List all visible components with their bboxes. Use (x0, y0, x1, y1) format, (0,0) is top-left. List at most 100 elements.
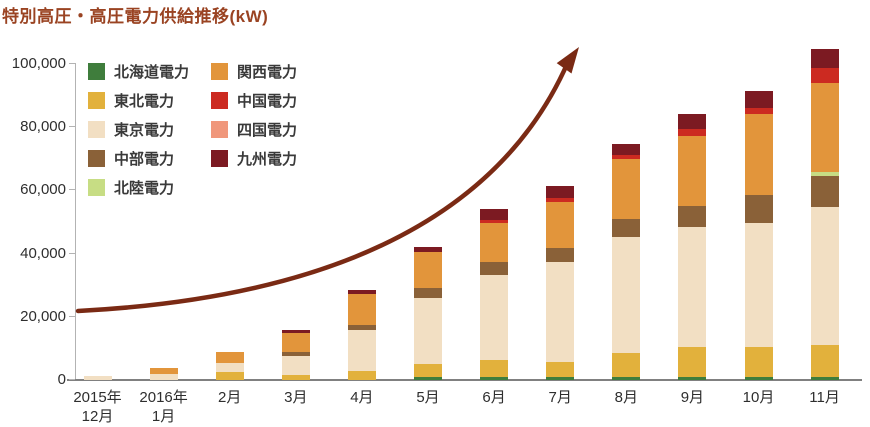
legend-label: 九州電力 (237, 150, 298, 168)
bar-segment-中部電力 (281, 351, 310, 356)
legend-swatch-icon (88, 120, 105, 138)
legend-item-東京電力: 東京電力 (88, 120, 189, 139)
bar-segment-関西電力 (149, 367, 178, 374)
y-tick (69, 252, 75, 254)
bar-segment-九州電力 (612, 143, 641, 155)
bar-segment-中部電力 (612, 219, 641, 237)
x-tick-label: 7月 (548, 389, 572, 406)
bar-segment-九州電力 (678, 113, 707, 130)
stacked-bar (215, 351, 244, 380)
bar-segment-東京電力 (612, 236, 641, 353)
bar-segment-中国電力 (612, 154, 641, 160)
y-axis-line (75, 63, 76, 380)
bar-segment-中国電力 (744, 107, 773, 114)
stacked-bar (281, 330, 310, 380)
bar-segment-中部電力 (347, 325, 376, 331)
stacked-bar (678, 113, 707, 380)
bar-segment-関西電力 (480, 223, 509, 263)
bar-segment-中部電力 (810, 176, 839, 207)
bar-segment-関西電力 (810, 82, 839, 172)
legend-column: 関西電力 中国電力 四国電力 九州電力 (211, 62, 297, 196)
y-tick-label: 40,000 (20, 244, 66, 262)
y-tick-label: 60,000 (20, 181, 66, 199)
legend-label: 北陸電力 (114, 179, 175, 197)
bar-segment-関西電力 (347, 294, 376, 326)
bar-segment-中部電力 (480, 262, 509, 276)
bar-segment-中部電力 (744, 194, 773, 224)
bar-segment-北海道電力 (546, 377, 575, 380)
stacked-bar (347, 290, 376, 380)
x-tick-label: 2016年 1月 (139, 389, 188, 425)
x-tick-label: 9月 (680, 389, 705, 406)
y-tick-label: 100,000 (11, 55, 66, 72)
bar-segment-中部電力 (678, 205, 707, 227)
bar-segment-東京電力 (480, 275, 509, 361)
bar-segment-東京電力 (215, 362, 244, 373)
bar-segment-中国電力 (678, 129, 707, 137)
x-tick-label: 10月 (742, 389, 775, 406)
stacked-bar (83, 375, 112, 380)
bar-segment-関西電力 (678, 136, 707, 206)
bar-segment-東北電力 (546, 362, 575, 378)
bar-segment-東北電力 (414, 364, 442, 378)
legend-swatch-icon (211, 91, 229, 109)
bar-segment-東北電力 (281, 374, 310, 380)
legend-label: 中部電力 (114, 150, 175, 168)
legend-swatch-icon (88, 62, 105, 80)
legend-label: 北海道電力 (114, 63, 190, 81)
bar-segment-北海道電力 (678, 377, 707, 380)
y-tick (69, 63, 75, 64)
bar-segment-九州電力 (281, 330, 310, 333)
legend-swatch-icon (88, 91, 105, 109)
bar-segment-東北電力 (810, 344, 839, 378)
y-tick (69, 379, 75, 380)
legend-label: 四国電力 (237, 121, 298, 139)
stacked-bar (546, 185, 575, 380)
x-tick-label: 11月 (809, 389, 840, 406)
bar-segment-東京電力 (678, 226, 707, 348)
stacked-bar (810, 49, 839, 380)
bar-segment-東北電力 (215, 372, 244, 380)
bar-segment-関西電力 (281, 332, 310, 352)
bar-segment-九州電力 (810, 49, 839, 69)
y-tick (69, 189, 75, 191)
legend-item-九州電力: 九州電力 (211, 149, 298, 168)
legend-swatch-icon (88, 149, 105, 167)
bar-segment-東京電力 (810, 206, 839, 345)
bar-segment-東北電力 (744, 346, 773, 378)
y-tick (69, 126, 75, 128)
y-tick-label: 80,000 (20, 118, 66, 136)
bar-segment-東京電力 (744, 223, 773, 347)
legend-item-東北電力: 東北電力 (88, 91, 189, 110)
legend-label: 東京電力 (114, 121, 175, 139)
x-tick-label: 2015年 12月 (73, 389, 122, 425)
growth-arrow-head (556, 47, 579, 74)
bar-segment-東京電力 (149, 373, 178, 380)
bar-segment-東北電力 (347, 370, 376, 380)
legend-item-中国電力: 中国電力 (211, 91, 297, 110)
bar-segment-北海道電力 (810, 377, 839, 380)
y-tick-label: 20,000 (20, 307, 66, 325)
bar-segment-関西電力 (414, 251, 442, 289)
stacked-bar (480, 209, 509, 380)
legend-item-四国電力: 四国電力 (211, 120, 298, 139)
bar-segment-東京電力 (414, 298, 442, 365)
legend: 北海道電力 東北電力 東京電力 中部電力 北陸電力 関西電力 中国電力 四国電力 九州電力 (88, 62, 297, 197)
chart-title: 特別高圧・高圧電力供給推移(kW) (2, 7, 269, 26)
bar-segment-東京電力 (83, 375, 112, 380)
legend-swatch-icon (211, 62, 229, 80)
legend-item-北海道電力: 北海道電力 (88, 62, 190, 81)
legend-swatch-icon (211, 149, 229, 167)
legend-item-中部電力: 中部電力 (88, 149, 189, 168)
stacked-bar (612, 143, 641, 380)
x-tick-label: 4月 (350, 389, 374, 406)
bar-segment-関西電力 (744, 113, 773, 195)
bar-segment-東京電力 (347, 330, 376, 371)
bar-segment-中部電力 (546, 247, 575, 262)
bar-segment-東京電力 (281, 355, 310, 375)
legend-label: 東北電力 (114, 92, 175, 110)
bar-segment-東北電力 (678, 347, 707, 378)
stacked-bar (414, 247, 442, 380)
bar-segment-関西電力 (546, 201, 575, 248)
